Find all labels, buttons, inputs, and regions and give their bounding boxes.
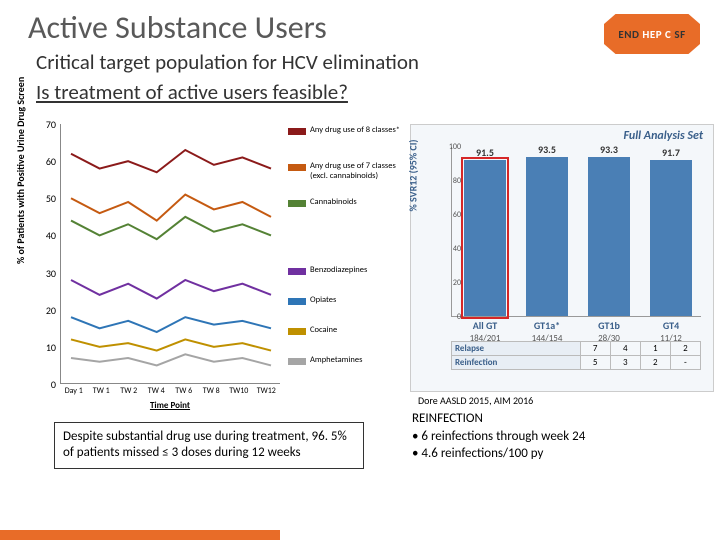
question: Is treatment of active users feasible? — [0, 75, 720, 107]
callout-reinfection-bullet: • 4.6 reinfections/100 py — [412, 445, 698, 463]
bar-chart: Full Analysis Set % SVR12 (95% CI) 91.5A… — [410, 124, 714, 392]
bar-chart-table: Relapse7412Reinfection532- — [451, 341, 701, 370]
logo-octagon: END HEP C SF — [604, 14, 700, 54]
footer-accent — [0, 530, 280, 540]
line-chart-xaxis-title: Time Point — [60, 400, 280, 411]
callout-reinfection-bullet: • 6 reinfections through week 24 — [412, 428, 698, 446]
logo-text: END HEP C SF — [618, 28, 685, 41]
citation: Dore AASLD 2015, AIM 2016 — [418, 394, 533, 407]
bar-chart-title: Full Analysis Set — [411, 125, 713, 143]
callout-reinfection-heading: REINFECTION — [412, 410, 698, 428]
callout-reinfection: REINFECTION • 6 reinfections through wee… — [412, 410, 698, 463]
line-chart-plot — [60, 124, 280, 384]
content-area: % of Patients with Positive Urine Drug S… — [0, 120, 720, 540]
line-chart-legend: Any drug use of 8 classes*Any drug use o… — [288, 126, 404, 386]
bar-chart-ylabel: % SVR12 (95% CI) — [407, 140, 420, 212]
line-chart-xlabels: Day 1TW 1TW 2TW 4TW 6TW 8TW10TW12 — [60, 386, 280, 396]
logo: END HEP C SF — [604, 14, 700, 54]
line-chart-ylabel: % of Patients with Positive Urine Drug S… — [14, 77, 27, 264]
line-chart-yaxis: 010203040506070 — [38, 124, 60, 384]
line-chart: % of Patients with Positive Urine Drug S… — [28, 124, 308, 404]
callout-adherence: Despite substantial drug use during trea… — [54, 422, 364, 469]
bar-chart-area: 91.5All GT184/20193.5GT1a*144/15493.3GT1… — [451, 147, 701, 317]
